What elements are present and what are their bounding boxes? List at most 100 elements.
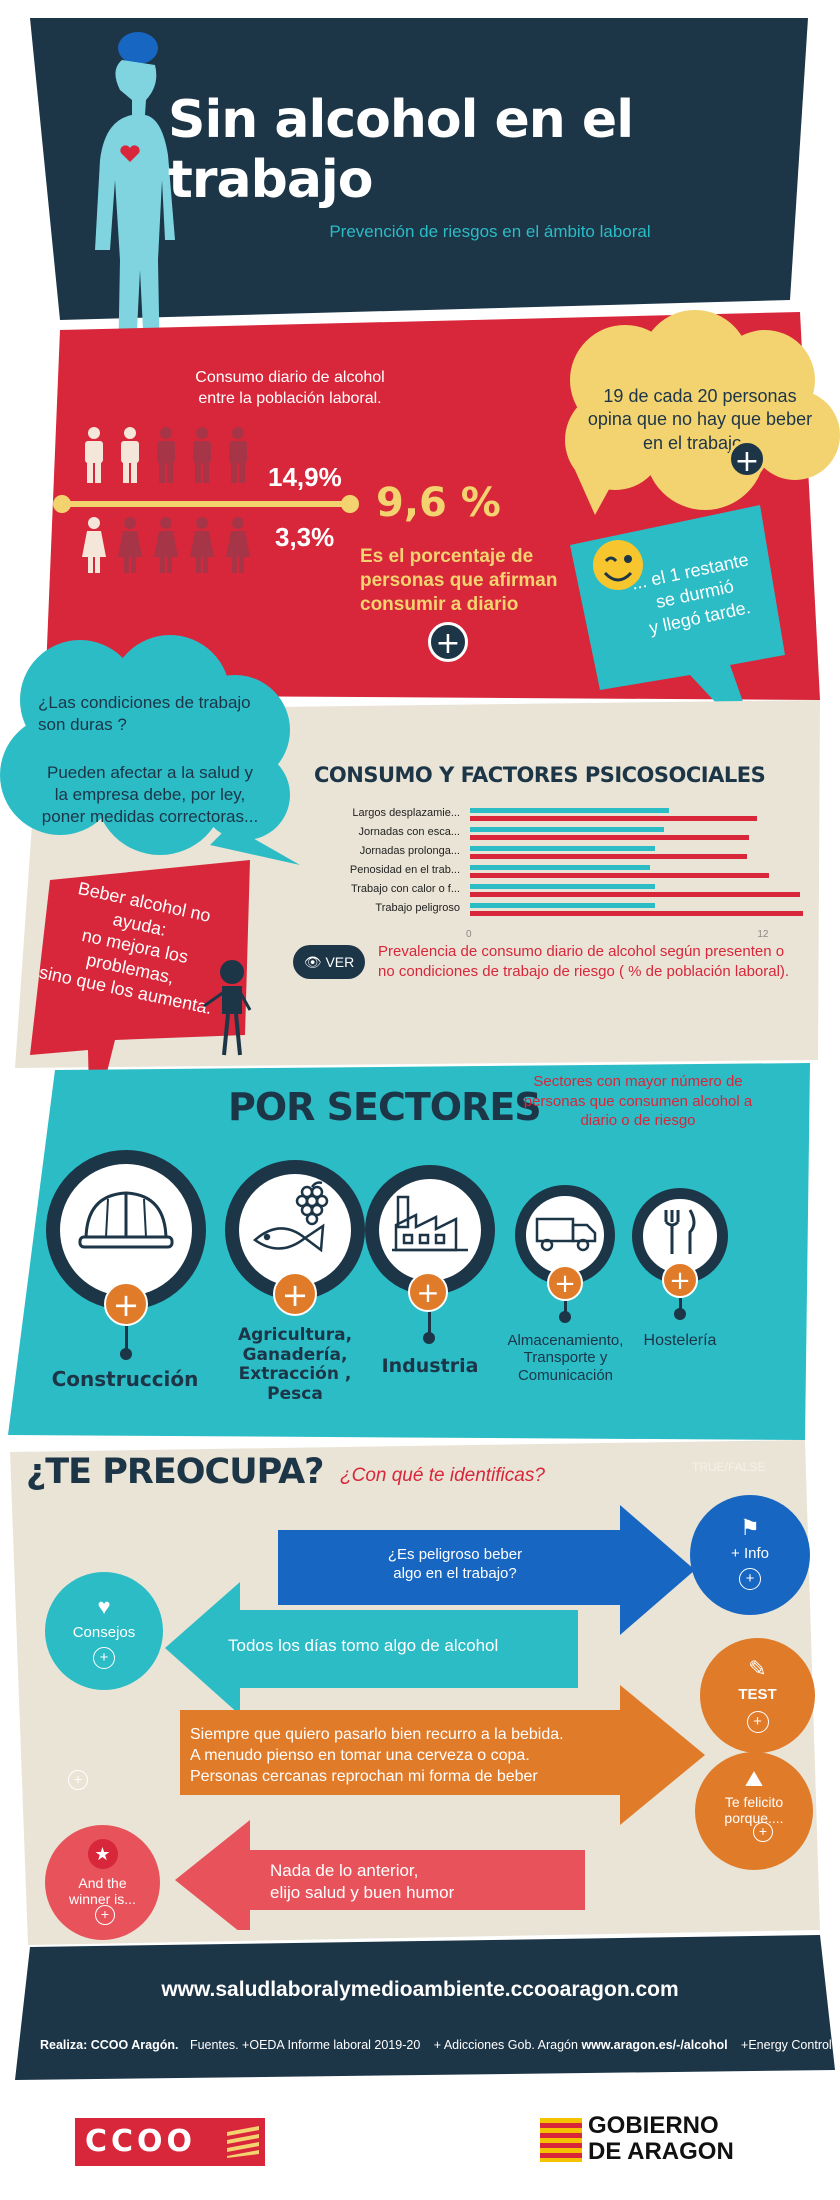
sector-agricultura-plus[interactable]: + <box>273 1272 317 1316</box>
footer-url[interactable]: www.saludlaboralymedioambiente.ccooarago… <box>161 1978 679 2001</box>
chart-bar <box>470 846 655 851</box>
winner-plus[interactable]: + <box>95 1905 115 1926</box>
sector-dot <box>674 1308 686 1320</box>
pencil-icon: ✎ <box>748 1656 767 1681</box>
helmet-icon <box>78 1191 174 1249</box>
truck-icon <box>535 1217 597 1252</box>
quiz-arrow-1[interactable]: ¿Es peligroso beber algo en el trabajo? <box>387 1546 523 1582</box>
felicito-circle[interactable]: ⛰ Te felicito porque.... + <box>695 1752 813 1870</box>
sector-industria-plus[interactable]: + <box>408 1272 448 1312</box>
cloud-bubble-shape <box>565 310 840 515</box>
test-plus[interactable]: + <box>746 1711 769 1733</box>
footer-sources: Realiza: CCOO Aragón. Fuentes. +OEDA Inf… <box>40 2038 832 2052</box>
daily-percentage: 9,6 % <box>376 480 501 526</box>
conditions-answer: Pueden afectar a la salud y la empresa d… <box>41 763 259 827</box>
sector-stem <box>125 1326 128 1352</box>
heart-icon: ♥ <box>97 1594 111 1619</box>
sector-hosteleria-plus[interactable]: + <box>662 1262 698 1298</box>
tag-icon: ⚑ <box>740 1515 760 1540</box>
chart-bar <box>470 827 665 832</box>
people-icons <box>53 427 359 573</box>
sector-stem <box>679 1298 682 1312</box>
chart-bar <box>470 903 655 908</box>
ver-label: VER <box>325 954 355 970</box>
chart-bar <box>470 884 655 889</box>
sector-almacenamiento-plus[interactable]: + <box>547 1265 583 1301</box>
info-label: + Info <box>731 1545 769 1562</box>
footer-source-a: Fuentes. +OEDA Informe laboral 2019-20 <box>189 2038 421 2052</box>
chart-category-label: Largos desplazamie... <box>352 807 460 819</box>
daily-percentage-description: Es el porcentaje de personas que afirman… <box>360 546 558 615</box>
ver-button[interactable]: 👁 VER <box>293 945 365 979</box>
eye-icon: 👁 <box>303 954 322 970</box>
chart-title: CONSUMO Y FACTORES PSICOSOCIALES <box>314 763 766 787</box>
gobierno-line2: DE ARAGON <box>588 2138 734 2165</box>
gobierno-aragon-logo[interactable]: GOBIERNO DE ARAGON <box>540 2112 760 2172</box>
winner-label: And the winner is... <box>69 1875 136 1908</box>
chart-caption: Prevalencia de consumo diario de alcohol… <box>378 943 790 980</box>
test-label: TEST <box>738 1686 777 1703</box>
faded-label: TRUE/FALSE <box>692 1460 766 1474</box>
quiz-arrow-2[interactable]: Todos los días tomo algo de alcohol <box>228 1636 499 1655</box>
info-circle[interactable]: ⚑ + Info + <box>690 1495 810 1615</box>
chart-bar <box>470 808 670 813</box>
star-icon: ★ <box>87 1839 118 1869</box>
consejos-plus[interactable]: + <box>93 1647 115 1669</box>
page-title: Sin alcohol en el trabajo <box>168 90 634 210</box>
sector-dot <box>423 1332 435 1344</box>
drink-box-shape <box>30 860 250 1140</box>
faded-plus: + <box>68 1770 88 1790</box>
aragon-stripes-icon <box>227 2126 259 2158</box>
conditions-cloud-shape <box>0 635 300 865</box>
sector-construccion-label: Construcción <box>51 1367 199 1391</box>
women-percentage: 3,3% <box>275 522 335 552</box>
chart-bar <box>470 892 801 897</box>
sector-stem <box>428 1312 431 1336</box>
chart-plot: Largos desplazamie... Jornadas con esca..… <box>300 805 820 945</box>
sector-construccion-plus[interactable]: + <box>104 1282 148 1326</box>
image-icon: ⛰ <box>744 1766 764 1791</box>
felicito-plus[interactable]: + <box>753 1822 773 1843</box>
chart-category-label: Jornadas prolonga... <box>359 845 460 857</box>
footer-source-b: + Adicciones Gob. Aragón <box>433 2038 578 2052</box>
cloud-plus-button[interactable]: + <box>728 440 766 479</box>
felicito-label: Te felicito porque.... <box>724 1794 784 1827</box>
cutlery-icon <box>664 1209 696 1254</box>
ccoo-logo[interactable]: CCOO <box>75 2118 265 2166</box>
ccoo-logo-text: CCOO <box>85 2124 197 2159</box>
test-circle[interactable]: ✎ TEST + <box>700 1638 815 1753</box>
chart-category-label: Trabajo peligroso <box>375 902 460 914</box>
footer-source-c: +Energy Control <box>741 2038 832 2052</box>
chart-bar <box>470 816 757 821</box>
sector-industria-label: Industria <box>381 1355 479 1377</box>
sectors-note: Sectores con mayor número de personas qu… <box>523 1073 753 1129</box>
sector-stem <box>564 1301 567 1315</box>
sectors-title: POR SECTORES <box>228 1085 542 1129</box>
consumo-caption: Consumo diario de alcohol entre la pobla… <box>195 369 385 407</box>
sector-agricultura-label: Agricultura, Ganadería, Extracción , Pes… <box>237 1325 353 1404</box>
header-panel <box>30 18 808 320</box>
aragon-flag-icon <box>540 2118 582 2162</box>
quiz-title: ¿TE PREOCUPA? <box>26 1452 324 1492</box>
chart-bar <box>470 835 750 840</box>
quiz-arrow-4[interactable]: Nada de lo anterior, elijo salud y buen … <box>270 1861 455 1903</box>
footer-source-link[interactable]: www.aragon.es/-/alcohol <box>581 2038 728 2052</box>
fish-grapes-icon <box>252 1181 329 1253</box>
chart-tick-label: 12 <box>757 929 769 940</box>
sector-almacenamiento-label: Almacenamiento, Transporte y Comunicació… <box>507 1332 624 1384</box>
consejos-circle[interactable]: ♥ Consejos + <box>45 1572 163 1690</box>
chart-bar <box>470 911 803 916</box>
sector-dot <box>120 1348 132 1360</box>
chart-category-label: Trabajo con calor o f... <box>350 883 460 895</box>
winner-circle[interactable]: ★ And the winner is... + <box>45 1825 160 1940</box>
quiz-question: ¿Con qué te identificas? <box>340 1465 545 1486</box>
stick-figure-illustration <box>203 960 252 1056</box>
page-subtitle: Prevención de riesgos en el ámbito labor… <box>329 222 651 241</box>
quiz-arrow-3[interactable]: Siempre que quiero pasarlo bien recurro … <box>190 1726 564 1785</box>
footer-realiza: Realiza: CCOO Aragón. <box>40 2038 179 2052</box>
consumo-plus-button[interactable]: + <box>428 622 468 662</box>
info-plus[interactable]: + <box>739 1568 761 1590</box>
wink-bubble-shape <box>570 505 785 750</box>
footer-panel <box>15 1935 835 2080</box>
human-figure-illustration <box>95 32 175 370</box>
